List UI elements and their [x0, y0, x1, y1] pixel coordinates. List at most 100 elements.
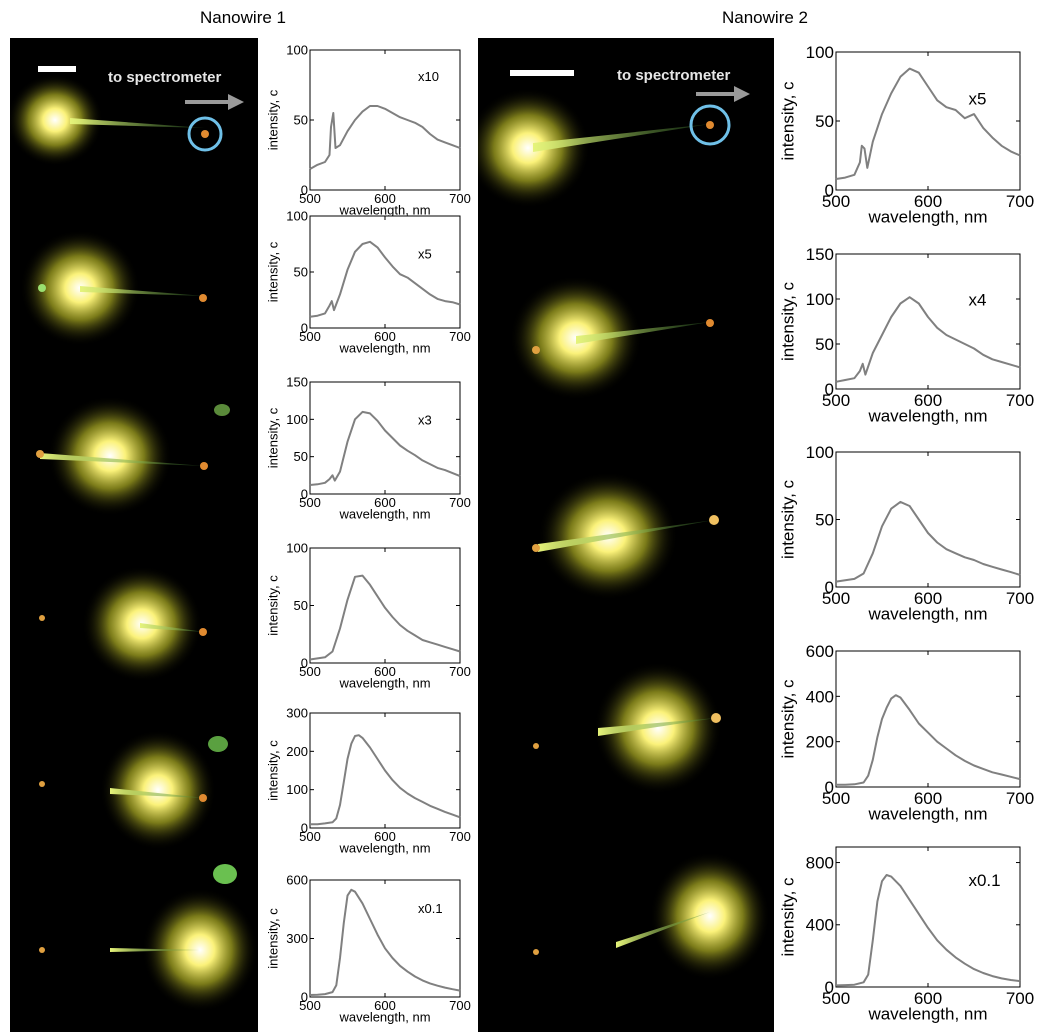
excitation-spot: [594, 662, 722, 794]
y-tick-label: 200: [806, 733, 834, 752]
input-spot: [36, 450, 44, 458]
scale-multiplier-label: x0.1: [968, 871, 1000, 890]
nanowire: [110, 948, 200, 952]
spectrum-line: [835, 67, 1021, 180]
y-tick-label: 800: [806, 854, 834, 873]
y-tick-label: 0: [825, 181, 834, 200]
y-tick-label: 0: [301, 821, 308, 836]
x-tick-label: 700: [1006, 789, 1034, 808]
input-spot: [39, 615, 45, 621]
to-spectrometer-label-2: to spectrometer: [617, 67, 731, 84]
x-tick-label: 500: [299, 664, 321, 679]
output-spot: [199, 294, 207, 302]
scale-bar: [38, 66, 76, 72]
y-axis-label: intensity, c: [779, 479, 798, 559]
x-tick-label: 600: [374, 829, 396, 844]
y-tick-label: 0: [825, 778, 834, 797]
spectrum-line: [310, 734, 461, 826]
plot-frame: [309, 879, 461, 998]
spectrum-line: [309, 105, 461, 170]
x-tick-label: 600: [914, 192, 942, 211]
x-tick-label: 700: [449, 664, 471, 679]
y-axis-label: intensity, c: [266, 908, 281, 969]
micrograph-nanowire-1: [10, 66, 258, 1012]
input-spot: [532, 544, 540, 552]
excitation-spot: [48, 396, 172, 516]
input-spot: [39, 947, 45, 953]
scale-bar: [510, 70, 574, 76]
x-tick-label: 500: [299, 829, 321, 844]
nanowire: [616, 912, 710, 948]
y-tick-label: 400: [806, 687, 834, 706]
plot-frame: [835, 253, 1021, 390]
x-axis-label: wavelength, nm: [867, 207, 987, 226]
y-tick-label: 0: [825, 380, 834, 399]
background-spot: [208, 736, 228, 752]
output-spot: [706, 121, 714, 129]
y-tick-label: 150: [286, 375, 308, 390]
column-title-nanowire-2: Nanowire 2: [722, 8, 808, 27]
micrograph-nanowire-2: [478, 70, 770, 980]
y-axis-label: intensity, c: [779, 81, 798, 161]
spectrum-chart: 500 600 700 0 50 100 wavelength, nm intensity, …: [779, 43, 1035, 226]
y-tick-label: 100: [286, 209, 308, 224]
spectrum-line: [309, 574, 461, 661]
x-tick-label: 700: [449, 191, 471, 206]
nanowire: [140, 623, 205, 632]
y-tick-label: 0: [301, 487, 308, 502]
y-tick-label: 0: [825, 978, 834, 997]
x-axis-label: wavelength, nm: [338, 1010, 430, 1025]
column-title-nanowire-1: Nanowire 1: [200, 8, 286, 27]
output-spot: [199, 794, 207, 802]
y-tick-label: 600: [286, 873, 308, 888]
spectrum-line: [309, 240, 461, 318]
scale-multiplier-label: x5: [418, 247, 432, 262]
background-spot: [213, 864, 237, 884]
y-tick-label: 0: [301, 656, 308, 671]
x-axis-label: wavelength, nm: [338, 841, 430, 856]
x-axis-label: wavelength, nm: [338, 203, 430, 218]
x-tick-label: 500: [299, 191, 321, 206]
output-spot: [711, 713, 721, 723]
y-tick-label: 100: [806, 443, 834, 462]
x-tick-label: 700: [1006, 989, 1034, 1008]
detection-circle: [689, 104, 731, 146]
spectrum-line: [835, 296, 1021, 383]
nanowire: [70, 118, 205, 128]
x-tick-label: 600: [914, 391, 942, 410]
x-axis-label: wavelength, nm: [338, 507, 430, 522]
x-tick-label: 700: [1006, 192, 1034, 211]
spectrum-line: [835, 500, 1021, 583]
y-axis-label: intensity, c: [779, 679, 798, 759]
y-tick-label: 50: [815, 112, 834, 131]
y-axis-label: intensity, c: [266, 575, 281, 636]
y-tick-label: 100: [286, 43, 308, 58]
x-tick-label: 600: [374, 664, 396, 679]
photo-strip-nanowire-2: [478, 38, 774, 1032]
output-spot: [709, 515, 719, 525]
x-tick-label: 600: [374, 998, 396, 1013]
plot-frame: [309, 547, 461, 664]
y-axis-label: intensity, c: [266, 740, 281, 801]
nanowire: [598, 718, 716, 736]
nanowire: [576, 322, 710, 344]
y-axis-label: intensity, c: [266, 241, 281, 302]
x-axis-label: wavelength, nm: [338, 676, 430, 691]
x-axis-label: wavelength, nm: [867, 406, 987, 425]
x-tick-label: 600: [374, 495, 396, 510]
y-tick-label: 400: [806, 916, 834, 935]
y-axis-label: intensity, c: [266, 89, 281, 150]
x-tick-label: 700: [449, 495, 471, 510]
output-spot: [199, 628, 207, 636]
spectrum-chart: 500 600 700 0 50 100 150 wavelength, nm intensit…: [779, 245, 1035, 425]
excitation-spot: [10, 74, 103, 166]
x-tick-label: 700: [449, 329, 471, 344]
scale-multiplier-label: x4: [968, 290, 986, 309]
photo-strip-nanowire-1: [10, 38, 258, 1032]
y-tick-label: 300: [286, 706, 308, 721]
output-spot: [200, 462, 208, 470]
x-tick-label: 500: [299, 495, 321, 510]
background-spot: [214, 404, 230, 416]
